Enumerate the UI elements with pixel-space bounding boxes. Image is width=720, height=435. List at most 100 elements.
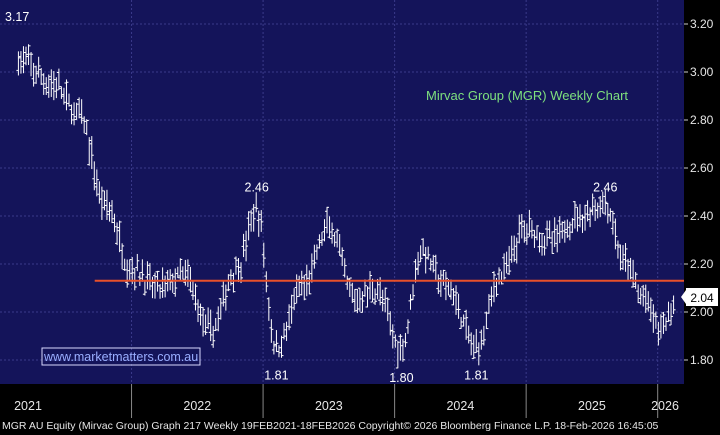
ohlc-bar: [375, 278, 380, 300]
ohlc-bar: [428, 258, 433, 271]
ohlc-bar: [142, 280, 147, 296]
ohlc-bar: [610, 210, 615, 235]
ohlc-bar: [292, 288, 297, 311]
ohlc-bar: [626, 258, 631, 281]
ohlc-bar: [595, 202, 600, 219]
ohlc-bar: [509, 235, 514, 263]
ohlc-bar: [312, 244, 317, 269]
ohlc-bar: [646, 291, 651, 312]
ohlc-bar: [426, 246, 431, 260]
ohlc-bar: [74, 102, 79, 121]
y-tick-label: 2.60: [690, 161, 714, 175]
ohlc-bar: [110, 200, 115, 224]
ohlc-bar: [648, 297, 653, 323]
ohlc-bar: [459, 317, 464, 329]
footer-text: MGR AU Equity (Mirvac Group) Graph 217 W…: [2, 420, 659, 432]
ohlc-bar: [352, 288, 357, 313]
ohlc-bar: [226, 274, 231, 292]
last-price-badge: 2.04: [681, 288, 718, 306]
ohlc-bar: [653, 311, 658, 329]
ohlc-bar: [507, 245, 512, 275]
ohlc-bar: [201, 307, 206, 337]
ohlc-bar: [628, 257, 633, 280]
ohlc-bar: [527, 209, 532, 237]
ohlc-bar: [388, 311, 393, 336]
ohlc-bar: [605, 202, 610, 224]
ohlc-bar: [393, 334, 398, 348]
ohlc-bar: [395, 340, 400, 369]
ohlc-bar: [107, 202, 112, 222]
ohlc-bar: [244, 230, 249, 262]
ohlc-bar: [259, 210, 264, 232]
ohlc-bar: [529, 220, 534, 239]
ohlc-bar: [34, 65, 39, 84]
ohlc-bar: [67, 93, 72, 107]
ohlc-bar: [72, 102, 77, 126]
ohlc-bar: [357, 287, 362, 312]
ohlc-bar: [408, 294, 413, 310]
ohlc-bar: [469, 332, 474, 356]
ohlc-bar: [555, 224, 560, 253]
ohlc-bar: [289, 294, 294, 324]
ohlc-bar: [400, 338, 405, 362]
ohlc-bar: [299, 270, 304, 296]
ohlc-bar: [314, 244, 319, 260]
ohlc-bar: [398, 334, 403, 361]
ohlc-bar: [264, 271, 269, 293]
ohlc-bar: [282, 322, 287, 340]
ohlc-bar: [570, 218, 575, 234]
ohlc-bar: [552, 217, 557, 248]
watermark-box: [41, 347, 201, 366]
ohlc-bar: [228, 269, 233, 286]
ohlc-bar: [575, 206, 580, 232]
ohlc-bar: [461, 314, 466, 327]
ohlc-bar: [87, 137, 92, 166]
ohlc-bar: [545, 220, 550, 247]
ohlc-bar: [380, 289, 385, 312]
ohlc-bar: [188, 266, 193, 293]
ohlc-bar: [421, 238, 426, 257]
ohlc-bar: [517, 214, 522, 244]
ohlc-bar: [325, 206, 330, 234]
ohlc-bar: [360, 291, 365, 313]
ohlc-bar: [178, 258, 183, 281]
y-tick-label: 2.00: [690, 305, 714, 319]
x-tick-label: 2024: [446, 399, 474, 413]
ohlc-bar: [51, 71, 56, 101]
ohlc-bar: [448, 279, 453, 300]
ohlc-bar: [433, 254, 438, 282]
ohlc-bar: [16, 51, 21, 76]
ohlc-bar: [160, 267, 165, 298]
ohlc-bar: [261, 242, 266, 268]
ohlc-bar: [456, 293, 461, 319]
ohlc-bar: [522, 220, 527, 243]
ohlc-bar: [41, 73, 46, 95]
ohlc-bar: [620, 245, 625, 270]
ohlc-bar: [355, 288, 360, 314]
ohlc-bar: [274, 330, 279, 353]
ohlc-bar: [249, 210, 254, 232]
ohlc-bar: [127, 259, 132, 281]
ohlc-bar: [663, 317, 668, 331]
ohlc-bar: [603, 189, 608, 216]
y-tick-label: 3.20: [690, 17, 714, 31]
ohlc-bar: [337, 234, 342, 256]
ohlc-bar: [332, 232, 337, 247]
ohlc-bar: [21, 46, 26, 74]
ohlc-bar: [198, 303, 203, 326]
y-tick-label: 2.40: [690, 209, 714, 223]
ohlc-bar: [236, 258, 241, 283]
ohlc-bar: [335, 228, 340, 248]
ohlc-bar: [190, 280, 195, 301]
ohlc-bar: [590, 193, 595, 216]
ohlc-bar: [651, 304, 656, 333]
ohlc-bar: [216, 306, 221, 332]
x-tick-label: 2021: [14, 399, 42, 413]
ohlc-bar: [342, 258, 347, 278]
ohlc-bar: [193, 283, 198, 311]
ohlc-bar: [479, 329, 484, 350]
ohlc-bar: [514, 237, 519, 264]
ohlc-bar: [519, 214, 524, 239]
ohlc-bar: [287, 304, 292, 331]
ohlc-bar: [39, 67, 44, 85]
